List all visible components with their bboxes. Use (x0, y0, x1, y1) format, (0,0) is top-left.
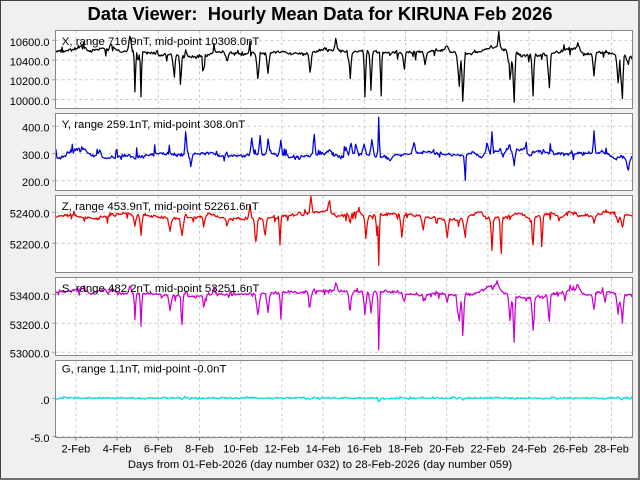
svg-text:10000.0: 10000.0 (10, 96, 50, 108)
svg-text:8-Feb: 8-Feb (185, 444, 214, 456)
svg-text:200.0: 200.0 (22, 177, 50, 189)
svg-text:.0: .0 (40, 395, 49, 407)
svg-text:10400.0: 10400.0 (10, 57, 50, 69)
svg-text:52400.0: 52400.0 (10, 209, 50, 221)
svg-text:Data Viewer: Hourly Mean Data: Data Viewer: Hourly Mean Data for KIRUNA… (87, 3, 552, 24)
svg-text:4-Feb: 4-Feb (103, 444, 132, 456)
svg-text:10-Feb: 10-Feb (223, 444, 258, 456)
svg-text:52200.0: 52200.0 (10, 240, 50, 252)
svg-text:10200.0: 10200.0 (10, 76, 50, 88)
svg-text:400.0: 400.0 (22, 123, 50, 135)
svg-text:53400.0: 53400.0 (10, 291, 50, 303)
svg-text:18-Feb: 18-Feb (388, 444, 423, 456)
svg-text:300.0: 300.0 (22, 150, 50, 162)
svg-text:14-Feb: 14-Feb (306, 444, 341, 456)
svg-text:G, range 1.1nT, mid-point -0.0: G, range 1.1nT, mid-point -0.0nT (62, 364, 227, 376)
svg-text:S, range 482.2nT, mid-point 53: S, range 482.2nT, mid-point 53251.6nT (62, 283, 260, 295)
svg-text:16-Feb: 16-Feb (347, 444, 382, 456)
svg-text:12-Feb: 12-Feb (264, 444, 299, 456)
svg-text:10600.0: 10600.0 (10, 37, 50, 49)
svg-text:24-Feb: 24-Feb (512, 444, 547, 456)
svg-text:Days from 01-Feb-2026 (day num: Days from 01-Feb-2026 (day number 032) t… (128, 459, 513, 471)
svg-text:28-Feb: 28-Feb (594, 444, 629, 456)
svg-text:22-Feb: 22-Feb (470, 444, 505, 456)
svg-text:26-Feb: 26-Feb (553, 444, 588, 456)
svg-text:Z, range 453.9nT, mid-point 52: Z, range 453.9nT, mid-point 52261.6nT (62, 201, 259, 213)
svg-text:X, range 716.9nT, mid-point 10: X, range 716.9nT, mid-point 10308.0nT (62, 36, 260, 48)
svg-text:6-Feb: 6-Feb (144, 444, 173, 456)
svg-text:53200.0: 53200.0 (10, 320, 50, 332)
svg-text:20-Feb: 20-Feb (429, 444, 464, 456)
svg-text:Y, range 259.1nT, mid-point 30: Y, range 259.1nT, mid-point 308.0nT (62, 119, 245, 131)
svg-text:2-Feb: 2-Feb (62, 444, 91, 456)
svg-text:53000.0: 53000.0 (10, 349, 50, 361)
svg-text:-5.0: -5.0 (31, 433, 50, 445)
